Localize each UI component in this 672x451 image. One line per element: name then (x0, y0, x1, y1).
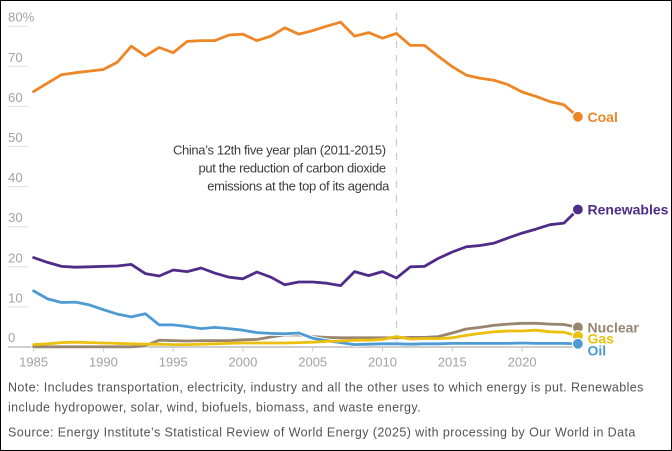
svg-text:2005: 2005 (298, 355, 327, 370)
svg-text:60: 60 (8, 90, 23, 105)
svg-text:2000: 2000 (228, 355, 257, 370)
svg-text:Source: Energy Institute’s Sta: Source: Energy Institute’s Statistical R… (8, 425, 636, 439)
svg-text:50: 50 (8, 130, 23, 145)
svg-text:0: 0 (8, 330, 15, 345)
svg-text:Nuclear: Nuclear (588, 320, 640, 336)
svg-text:10: 10 (8, 290, 23, 305)
svg-text:80%: 80% (8, 10, 35, 25)
svg-text:Note: Includes transportation,: Note: Includes transportation, electrici… (8, 380, 644, 394)
svg-text:40: 40 (8, 170, 23, 185)
svg-text:Renewables: Renewables (588, 202, 669, 218)
svg-text:Gas: Gas (588, 331, 615, 347)
svg-text:2020: 2020 (508, 355, 537, 370)
svg-text:Coal: Coal (588, 109, 618, 125)
svg-text:30: 30 (8, 210, 23, 225)
svg-text:China’s 12th five year plan (2: China’s 12th five year plan (2011-2015) … (173, 143, 390, 194)
svg-text:2010: 2010 (368, 355, 397, 370)
svg-text:20: 20 (8, 250, 23, 265)
svg-text:2015: 2015 (438, 355, 467, 370)
svg-text:1985: 1985 (19, 355, 48, 370)
svg-text:Oil: Oil (588, 343, 607, 359)
svg-text:70: 70 (8, 50, 23, 65)
svg-text:include hydropower, solar, win: include hydropower, solar, wind, biofuel… (8, 400, 421, 414)
svg-text:1995: 1995 (159, 355, 188, 370)
svg-text:1990: 1990 (89, 355, 118, 370)
